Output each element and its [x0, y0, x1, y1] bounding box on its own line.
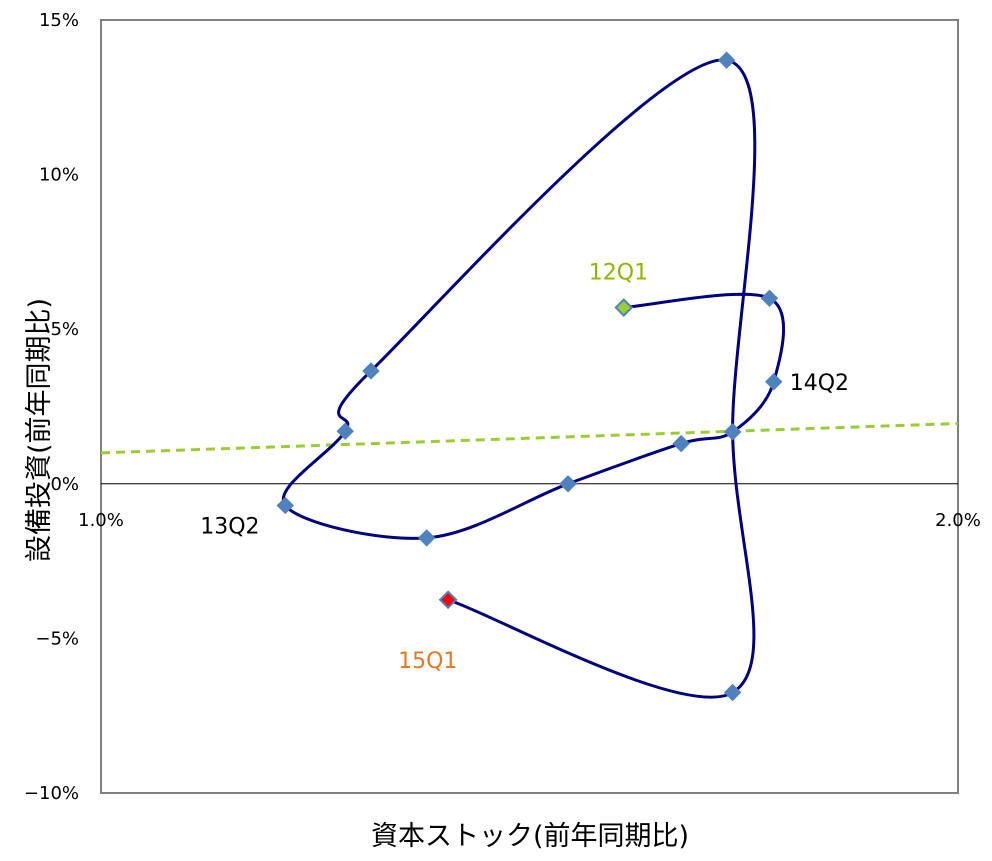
y-tick-label: −5% [35, 628, 79, 649]
data-point [765, 373, 783, 391]
data-point [362, 362, 380, 380]
plot-area [100, 19, 959, 794]
x-tick-label: 1.0% [78, 510, 124, 531]
data-point [717, 51, 736, 69]
y-tick-label: 10% [39, 165, 79, 186]
data-point [438, 590, 458, 610]
x-axis-title: 資本ストック(前年同期比) [371, 821, 689, 852]
marker-group [276, 51, 783, 702]
point-annotation: 14Q2 [790, 371, 849, 396]
y-tick-label: 0% [50, 474, 79, 495]
data-point [614, 298, 634, 317]
point-annotation: 12Q1 [589, 261, 648, 286]
data-point [417, 529, 436, 547]
trend-line-group [100, 422, 959, 455]
trend-line [100, 422, 959, 455]
point-annotation: 13Q2 [200, 514, 259, 539]
x-tick-label: 2.0% [935, 510, 981, 531]
annotation-group: 12Q1 14Q2 13Q2 15Q1 [200, 261, 849, 674]
data-point [723, 423, 742, 441]
tick-label-group: 15% 10% 5% 0% −5% −10% 1.0% 2.0% [24, 10, 981, 804]
data-point [723, 683, 742, 702]
data-point [559, 475, 577, 493]
data-point [760, 289, 779, 307]
data-point [672, 434, 690, 453]
y-tick-label: 5% [50, 319, 79, 340]
y-tick-label: 15% [39, 10, 79, 31]
y-tick-label: −10% [24, 783, 79, 804]
point-annotation: 15Q1 [398, 649, 457, 674]
data-point [276, 496, 294, 515]
y-axis-title: 設備投資(前年同期比) [24, 298, 55, 562]
data-point [336, 422, 354, 440]
